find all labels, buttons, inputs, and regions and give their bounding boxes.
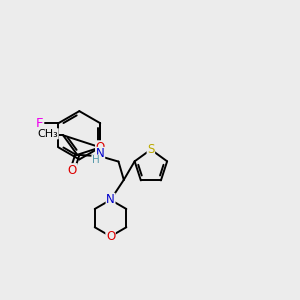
Text: H: H xyxy=(92,155,100,165)
Text: N: N xyxy=(106,194,115,206)
Text: CH₃: CH₃ xyxy=(38,129,58,139)
Text: O: O xyxy=(68,164,77,177)
Text: N: N xyxy=(96,147,105,161)
Text: F: F xyxy=(36,117,44,130)
Text: S: S xyxy=(147,143,155,156)
Text: O: O xyxy=(96,141,105,154)
Text: O: O xyxy=(106,230,115,243)
